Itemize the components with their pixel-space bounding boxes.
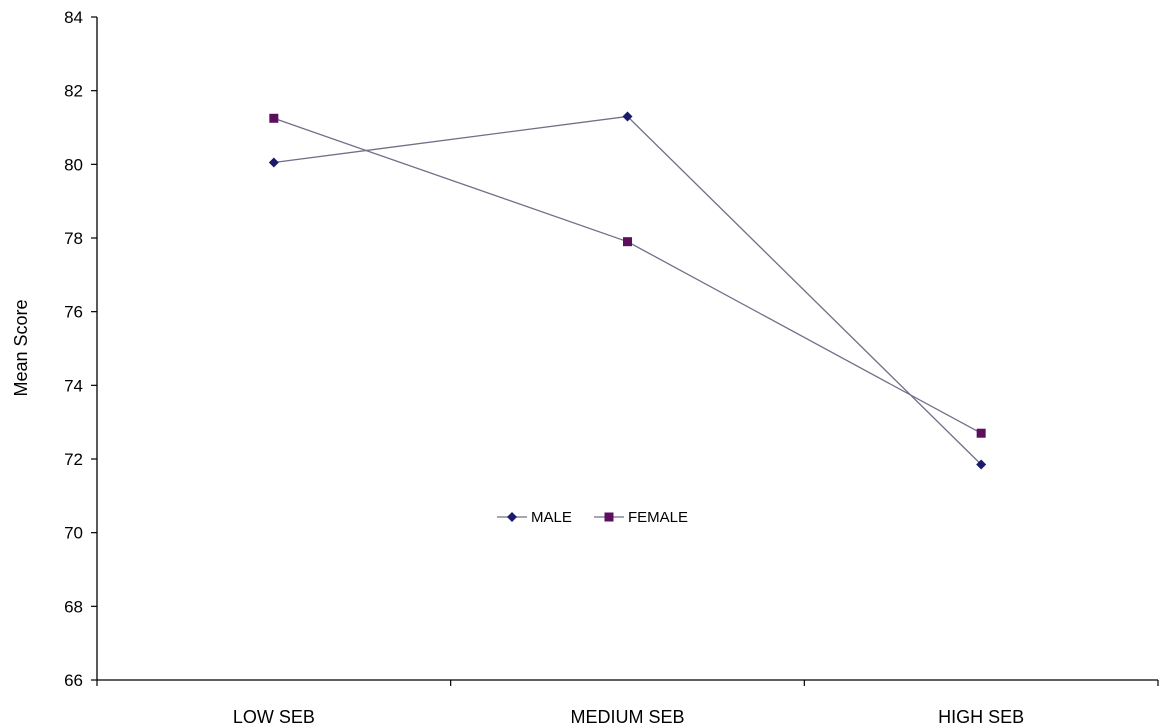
y-tick-label: 76 bbox=[64, 303, 83, 322]
legend-item-male: MALE bbox=[497, 509, 572, 526]
y-tick-label: 70 bbox=[64, 524, 83, 543]
x-axis-ticks: LOW SEB MEDIUM SEB HIGH SEB bbox=[96, 680, 1159, 727]
y-axis-title: Mean Score bbox=[11, 299, 31, 396]
data-point bbox=[976, 459, 987, 470]
y-tick-label: 80 bbox=[64, 155, 83, 174]
y-tick-label: 72 bbox=[64, 450, 83, 469]
data-point bbox=[623, 237, 632, 247]
series-line bbox=[273, 117, 982, 434]
series-male bbox=[268, 111, 987, 470]
legend: MALE FEMALE bbox=[497, 509, 688, 526]
legend-marker bbox=[604, 512, 614, 522]
data-point bbox=[622, 111, 633, 122]
data-point bbox=[269, 113, 279, 123]
x-tick-label: LOW SEB bbox=[233, 707, 315, 727]
series-layer bbox=[268, 111, 987, 470]
plot-area bbox=[96, 17, 1158, 681]
data-point bbox=[976, 428, 986, 438]
y-tick-label: 68 bbox=[64, 597, 83, 616]
y-tick-label: 78 bbox=[64, 229, 83, 248]
legend-label: MALE bbox=[531, 509, 572, 526]
y-tick-label: 82 bbox=[64, 82, 83, 101]
series-female bbox=[269, 113, 986, 438]
x-tick-label: MEDIUM SEB bbox=[570, 707, 684, 727]
y-tick-label: 84 bbox=[64, 8, 83, 27]
x-tick-label: HIGH SEB bbox=[938, 707, 1024, 727]
y-tick-label: 74 bbox=[64, 376, 83, 395]
series-line bbox=[273, 115, 982, 465]
y-tick-label: 66 bbox=[64, 671, 83, 690]
legend-item-female: FEMALE bbox=[594, 509, 688, 526]
legend-marker bbox=[507, 512, 517, 522]
legend-label: FEMALE bbox=[628, 509, 688, 526]
data-point bbox=[268, 157, 279, 168]
y-axis-ticks: 66 68 70 72 74 76 78 80 82 84 bbox=[64, 8, 97, 690]
